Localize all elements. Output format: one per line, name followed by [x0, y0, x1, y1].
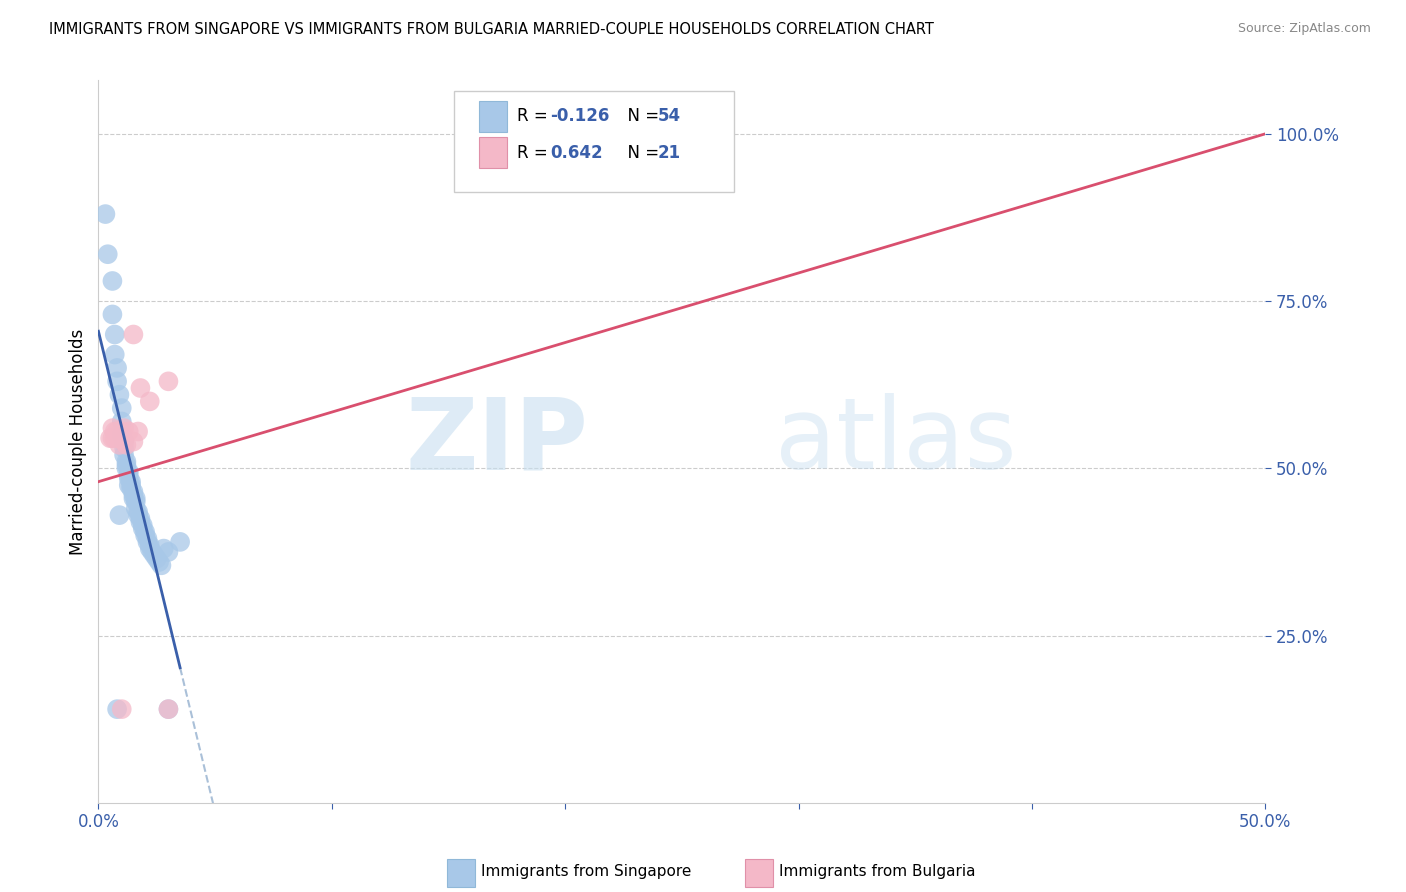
- Point: [125, 501, 148, 516]
- Point: [112, 448, 135, 462]
- Y-axis label: Married-couple Households: Married-couple Households: [69, 328, 87, 555]
- Text: Immigrants from Singapore: Immigrants from Singapore: [481, 864, 692, 879]
- Point: [122, 488, 145, 502]
- Point: [111, 702, 134, 716]
- Point: [139, 541, 162, 556]
- Text: R =: R =: [517, 144, 554, 161]
- Point: [129, 511, 152, 525]
- FancyBboxPatch shape: [745, 859, 773, 887]
- Point: [127, 425, 149, 439]
- Text: N =: N =: [617, 107, 664, 126]
- Point: [118, 425, 141, 439]
- Point: [143, 548, 166, 563]
- Point: [139, 538, 162, 552]
- Point: [129, 381, 152, 395]
- Point: [129, 515, 152, 529]
- Point: [111, 427, 134, 442]
- Point: [132, 521, 155, 535]
- FancyBboxPatch shape: [479, 137, 508, 168]
- Point: [105, 425, 128, 439]
- Point: [104, 425, 127, 439]
- Point: [118, 471, 141, 485]
- Point: [104, 348, 127, 362]
- Point: [122, 484, 145, 499]
- Point: [108, 431, 131, 445]
- Point: [157, 375, 180, 389]
- Point: [108, 508, 131, 523]
- Text: 21: 21: [658, 144, 681, 161]
- Point: [132, 518, 155, 533]
- Point: [105, 702, 128, 716]
- Point: [111, 425, 134, 439]
- Point: [127, 508, 149, 523]
- Text: atlas: atlas: [775, 393, 1017, 490]
- Point: [104, 431, 127, 445]
- Point: [115, 455, 138, 469]
- Point: [169, 534, 191, 549]
- Point: [108, 387, 131, 401]
- Point: [157, 545, 180, 559]
- Point: [122, 327, 145, 342]
- Point: [112, 421, 135, 435]
- Point: [118, 467, 141, 482]
- Point: [152, 541, 174, 556]
- Point: [111, 401, 134, 416]
- Point: [108, 438, 131, 452]
- Point: [112, 434, 135, 449]
- Point: [120, 478, 142, 492]
- Point: [120, 482, 142, 496]
- Point: [150, 558, 173, 573]
- Point: [146, 551, 169, 566]
- Point: [101, 431, 124, 445]
- Point: [104, 327, 127, 342]
- FancyBboxPatch shape: [447, 859, 475, 887]
- Point: [111, 414, 134, 429]
- Text: IMMIGRANTS FROM SINGAPORE VS IMMIGRANTS FROM BULGARIA MARRIED-COUPLE HOUSEHOLDS : IMMIGRANTS FROM SINGAPORE VS IMMIGRANTS …: [49, 22, 934, 37]
- Point: [105, 361, 128, 376]
- Point: [97, 247, 120, 261]
- Text: 0.642: 0.642: [550, 144, 603, 161]
- Text: Immigrants from Bulgaria: Immigrants from Bulgaria: [779, 864, 976, 879]
- Point: [112, 434, 135, 449]
- FancyBboxPatch shape: [479, 101, 508, 132]
- Point: [134, 528, 156, 542]
- Point: [141, 545, 163, 559]
- Point: [101, 274, 124, 288]
- Point: [105, 375, 128, 389]
- Text: N =: N =: [617, 144, 664, 161]
- Point: [139, 394, 162, 409]
- Point: [157, 702, 180, 716]
- Point: [101, 421, 124, 435]
- Point: [136, 532, 159, 546]
- Point: [115, 438, 138, 452]
- Point: [134, 524, 156, 539]
- Point: [122, 491, 145, 506]
- Point: [127, 505, 149, 519]
- Point: [136, 534, 159, 549]
- Point: [98, 431, 121, 445]
- Point: [118, 478, 141, 492]
- Point: [120, 475, 142, 489]
- Text: 54: 54: [658, 107, 681, 126]
- Text: ZIP: ZIP: [406, 393, 589, 490]
- FancyBboxPatch shape: [454, 91, 734, 193]
- Point: [148, 555, 170, 569]
- Text: Source: ZipAtlas.com: Source: ZipAtlas.com: [1237, 22, 1371, 36]
- Point: [125, 491, 148, 506]
- Point: [112, 442, 135, 455]
- Point: [118, 465, 141, 479]
- Point: [115, 458, 138, 472]
- Point: [115, 461, 138, 475]
- Point: [101, 307, 124, 322]
- Point: [94, 207, 117, 221]
- Text: -0.126: -0.126: [550, 107, 609, 126]
- Point: [125, 494, 148, 508]
- Text: R =: R =: [517, 107, 554, 126]
- Point: [122, 434, 145, 449]
- Point: [157, 702, 180, 716]
